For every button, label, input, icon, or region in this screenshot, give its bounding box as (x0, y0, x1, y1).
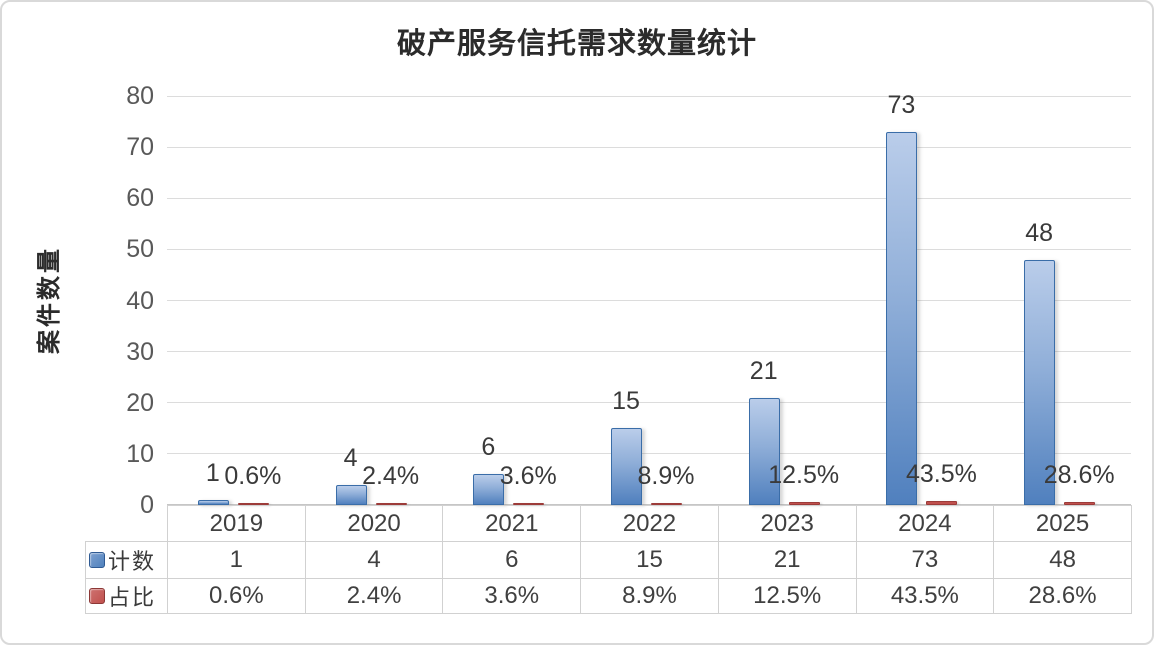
label-count-2021: 6 (481, 433, 496, 462)
label-ratio-2019: 0.6% (224, 461, 282, 490)
gridline-10 (167, 453, 1131, 455)
bar-ratio-2019 (237, 503, 269, 505)
bar-count-2024 (886, 131, 918, 505)
gridline-60 (167, 197, 1131, 199)
bar-count-2022 (611, 428, 642, 505)
y-tick-80: 80 (126, 82, 154, 110)
table-cell-ratio-2024: 43.5% (855, 578, 995, 614)
table-header-2021: 2021 (442, 505, 582, 542)
x-axis-line (167, 504, 1131, 505)
label-ratio-2025: 28.6% (1043, 460, 1115, 489)
count-legend-swatch-icon (89, 552, 105, 568)
bar-count-2019 (197, 499, 229, 505)
bar-count-2021 (473, 474, 505, 505)
table-cell-count-2019: 1 (167, 541, 306, 579)
label-count-2025: 48 (1025, 218, 1054, 247)
table-cell-count-2025: 48 (993, 541, 1132, 579)
table-cell-ratio-2025: 28.6% (993, 578, 1132, 614)
y-tick-20: 20 (126, 388, 154, 417)
gridline-80 (167, 95, 1131, 97)
table-cell-count-2024: 73 (855, 541, 995, 579)
table-header-2025: 2025 (993, 505, 1132, 542)
label-count-2022: 15 (612, 387, 640, 416)
label-count-2019: 1 (205, 458, 220, 487)
legend-ratio: 占比 (85, 578, 168, 614)
table-cell-ratio-2021: 3.6% (442, 578, 582, 614)
bar-ratio-2025 (1064, 501, 1096, 505)
table-cell-ratio-2019: 0.6% (167, 578, 306, 614)
bar-ratio-2020 (375, 502, 407, 505)
label-ratio-2024: 43.5% (905, 459, 977, 488)
legend-ratio-inner: 占比 (87, 580, 167, 612)
y-tick-10: 10 (126, 439, 154, 468)
table-header-2024: 2024 (855, 505, 995, 542)
chart-title: 破产服务信托需求数量统计 (396, 28, 757, 60)
bar-ratio-2022 (651, 502, 682, 505)
table-header-2020: 2020 (304, 505, 444, 542)
table-cell-count-2021: 6 (442, 541, 582, 579)
bar-count-2025 (1024, 259, 1056, 505)
gridline-40 (167, 300, 1131, 301)
y-tick-70: 70 (126, 133, 154, 162)
label-count-2023: 21 (749, 356, 778, 385)
bar-ratio-2021 (513, 502, 545, 505)
table-header-2023: 2023 (717, 505, 857, 542)
label-ratio-2023: 12.5% (768, 461, 840, 490)
table-cell-count-2022: 15 (580, 541, 719, 579)
bar-ratio-2023 (788, 502, 820, 505)
label-ratio-2022: 8.9% (637, 461, 695, 490)
table-cell-count-2020: 4 (304, 541, 444, 579)
y-tick-50: 50 (126, 235, 154, 264)
label-count-2020: 4 (343, 443, 358, 472)
bar-count-2020 (335, 484, 367, 505)
table-cell-count-2023: 21 (717, 541, 857, 579)
plot-area: 1 0.6% 4 2.4% 6 3.6% 15 8.9% 21 12.5% 73 43.5% 48 28.… (167, 91, 1131, 505)
gridline-50 (167, 248, 1131, 250)
label-count-2024: 73 (887, 90, 916, 119)
bar-count-2023 (748, 397, 780, 505)
gridline-30 (167, 351, 1131, 353)
bar-ratio-2024 (926, 500, 958, 505)
label-ratio-2021: 3.6% (499, 461, 557, 490)
y-tick-40: 40 (126, 286, 154, 315)
gridline-20 (167, 402, 1131, 404)
ratio-legend-swatch-icon (89, 588, 105, 604)
y-tick-30: 30 (126, 337, 154, 366)
data-table: 2019 2020 2021 2022 2023 2024 2025 计数 1 4 6 15 21 73 4… (85, 505, 1132, 614)
legend-count-name: 计数 (108, 549, 157, 574)
table-cell-ratio-2022: 8.9% (580, 578, 719, 614)
label-ratio-2020: 2.4% (362, 461, 420, 490)
gridline-70 (167, 146, 1131, 148)
table-header-2022: 2022 (580, 505, 719, 542)
table-header-2019: 2019 (167, 505, 306, 542)
y-tick-0: 0 (140, 491, 154, 519)
table-cell-ratio-2023: 12.5% (717, 578, 857, 614)
y-tick-60: 60 (126, 184, 154, 213)
legend-count: 计数 (85, 541, 168, 579)
legend-count-inner: 计数 (87, 544, 167, 576)
table-cell-ratio-2020: 2.4% (304, 578, 444, 614)
legend-ratio-name: 占比 (108, 585, 157, 610)
